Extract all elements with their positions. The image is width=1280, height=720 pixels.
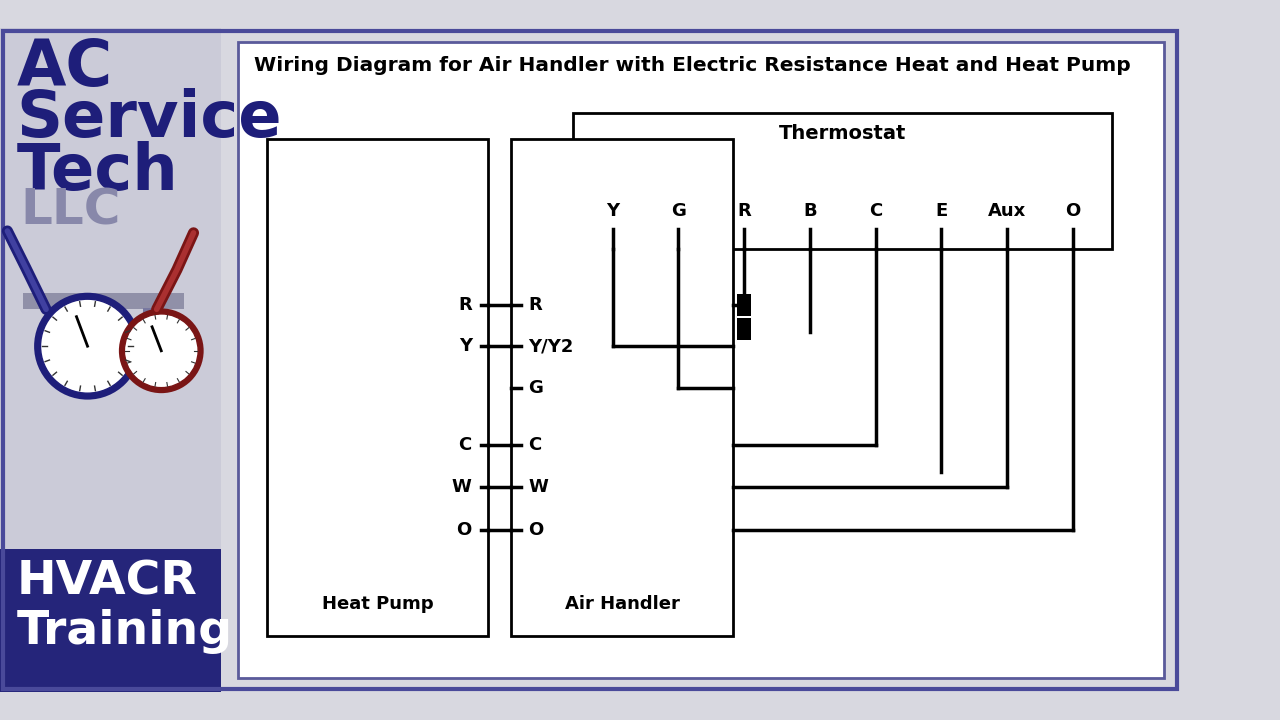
Text: O: O (1065, 202, 1080, 220)
Bar (46, 308, 55, 316)
Text: W: W (452, 478, 472, 496)
Text: Training: Training (17, 609, 233, 654)
Bar (573, 113, 1112, 249)
Text: Air Handler: Air Handler (564, 595, 680, 613)
Bar (512, 139, 732, 636)
Bar (737, 294, 751, 316)
Bar (268, 139, 489, 636)
Circle shape (35, 293, 141, 400)
Text: LLC: LLC (20, 186, 120, 235)
Text: Aux: Aux (988, 202, 1027, 220)
Text: Wiring Diagram for Air Handler with Electric Resistance Heat and Heat Pump: Wiring Diagram for Air Handler with Elec… (255, 56, 1132, 75)
Bar (23, 293, 184, 310)
Text: C: C (458, 436, 472, 454)
Text: Y: Y (458, 337, 472, 355)
Bar (143, 308, 152, 316)
Text: C: C (869, 202, 882, 220)
Text: W: W (529, 478, 548, 496)
Circle shape (119, 308, 204, 393)
Text: Tech: Tech (17, 140, 178, 203)
Text: R: R (529, 296, 541, 314)
Text: AC: AC (17, 37, 113, 99)
Bar (238, 42, 1164, 678)
Bar (0, 549, 221, 692)
Text: B: B (803, 202, 817, 220)
Text: HVACR: HVACR (17, 560, 197, 605)
Text: Heat Pump: Heat Pump (323, 595, 434, 613)
Text: C: C (529, 436, 541, 454)
Text: Y/Y2: Y/Y2 (529, 337, 573, 355)
Text: G: G (671, 202, 686, 220)
Circle shape (41, 300, 134, 393)
Text: E: E (936, 202, 947, 220)
Text: Service: Service (17, 88, 282, 150)
Text: Y: Y (605, 202, 620, 220)
Text: G: G (529, 379, 543, 397)
Circle shape (124, 314, 198, 387)
Text: Thermostat: Thermostat (780, 124, 906, 143)
Bar (0, 28, 221, 549)
Text: R: R (737, 202, 751, 220)
Text: O: O (529, 521, 543, 539)
Bar (78, 308, 87, 316)
Bar (110, 308, 120, 316)
Text: R: R (458, 296, 472, 314)
Text: O: O (457, 521, 472, 539)
Bar (737, 318, 751, 340)
